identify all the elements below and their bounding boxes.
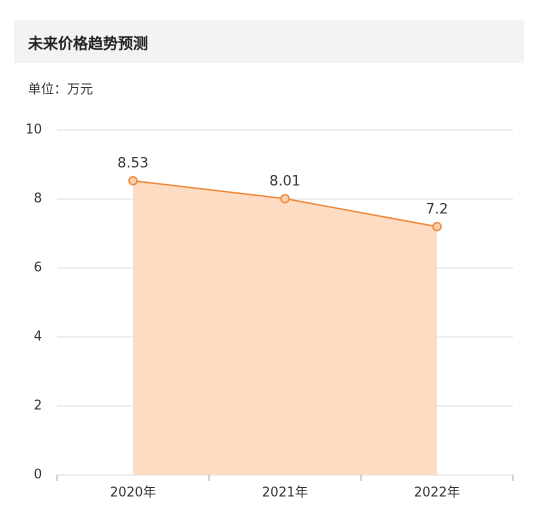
point	[128, 175, 138, 186]
y-tick-label: 6	[34, 261, 42, 276]
x-tick-label: 2021年	[262, 486, 308, 501]
x-tick-label: 2020年	[110, 486, 156, 501]
point	[432, 221, 442, 232]
point	[280, 193, 290, 204]
header-bar	[14, 20, 524, 63]
y-tick-label: 4	[34, 330, 42, 345]
y-tick-label: 2	[34, 399, 42, 414]
y-tick-label: 8	[34, 192, 42, 207]
data-label: 8.53	[117, 156, 148, 172]
y-tick-label: 10	[25, 123, 42, 138]
area	[133, 180, 437, 475]
unit-label: 单位：万元	[28, 83, 93, 98]
y-tick-label: 0	[34, 468, 42, 483]
data-label: 7.2	[426, 202, 448, 218]
chart-title: 未来价格趋势预测	[27, 35, 148, 53]
data-label: 8.01	[269, 174, 300, 190]
x-tick-label: 2022年	[414, 486, 460, 501]
